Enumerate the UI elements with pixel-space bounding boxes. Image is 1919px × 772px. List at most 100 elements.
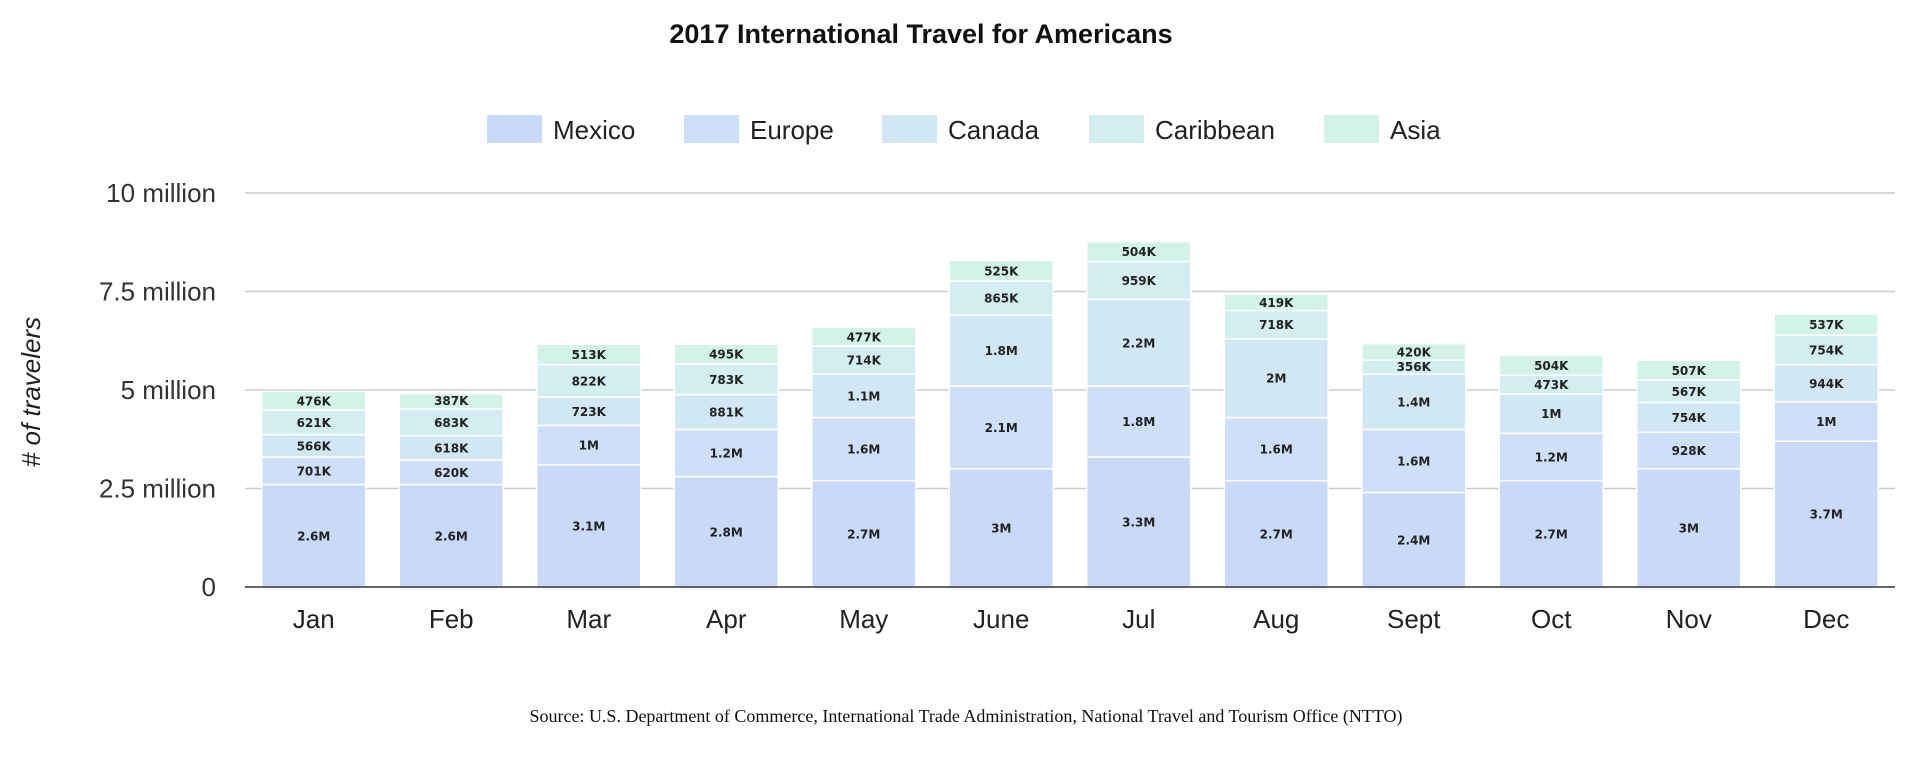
data-label: 2.2M (1122, 336, 1155, 350)
data-label: 1.1M (847, 389, 880, 403)
bar-segment-europe-june (948, 385, 1054, 470)
data-label: 387K (434, 394, 469, 408)
bar-segment-europe-nov (1636, 431, 1742, 470)
data-label: 723K (572, 405, 607, 419)
bar-segment-europe-jul (1086, 385, 1192, 458)
x-tick-label: Jan (293, 604, 335, 634)
bar-segment-asia-mar (536, 343, 642, 366)
data-label: 701K (297, 464, 332, 478)
legend-label: Mexico (553, 115, 635, 145)
data-label: 783K (709, 373, 744, 387)
data-label: 718K (1259, 318, 1294, 332)
y-tick-label: 2.5 million (99, 474, 216, 504)
data-label: 865K (984, 292, 1019, 306)
data-label: 567K (1672, 385, 1707, 399)
y-tick-label: 7.5 million (99, 277, 216, 307)
bar-segment-canada-feb (398, 435, 504, 461)
bar-segment-europe-may (811, 416, 917, 482)
legend-swatch (1089, 115, 1144, 143)
data-label: 754K (1672, 411, 1707, 425)
data-label: 3.7M (1810, 508, 1843, 522)
data-label: 507K (1672, 364, 1707, 378)
data-label: 1.6M (1260, 443, 1293, 457)
data-label: 2.4M (1397, 533, 1430, 547)
bar-segment-europe-dec (1773, 401, 1879, 442)
bar-segment-mexico-dec (1773, 440, 1879, 588)
data-label: 476K (297, 394, 332, 408)
data-label: 3M (991, 521, 1011, 535)
bar-segment-asia-dec (1773, 313, 1879, 336)
x-tick-label: Aug (1253, 604, 1299, 634)
bar-segment-canada-jul (1086, 298, 1192, 387)
bar-segment-asia-jan (261, 390, 367, 411)
bar-segment-mexico-apr (673, 475, 779, 588)
legend: Mexico Europe Canada Caribbean Asia (487, 115, 1441, 145)
data-label: 504K (1534, 359, 1569, 373)
data-label: 495K (709, 348, 744, 362)
data-label: 504K (1122, 245, 1157, 259)
bar-segment-caribbean-dec (1773, 334, 1879, 366)
legend-label: Caribbean (1155, 115, 1275, 145)
bar-segment-asia-sept (1361, 342, 1467, 361)
x-tick-label: Feb (429, 604, 474, 634)
data-label: 2.7M (1535, 527, 1568, 541)
data-label: 1M (1816, 415, 1836, 429)
bar-segment-asia-may (811, 326, 917, 347)
bar-segment-mexico-aug (1223, 479, 1329, 588)
legend-swatch (684, 115, 739, 143)
bar-segment-mexico-feb (398, 483, 504, 588)
bar-segment-mexico-jul (1086, 456, 1192, 588)
data-label: 3.3M (1122, 516, 1155, 530)
data-label: 959K (1122, 274, 1157, 288)
data-label: 1.2M (1535, 451, 1568, 465)
data-label: 714K (847, 354, 882, 368)
data-label: 621K (297, 416, 332, 430)
legend-label: Canada (948, 115, 1040, 145)
data-label: 944K (1809, 377, 1844, 391)
chart-title: 2017 International Travel for Americans (669, 19, 1172, 49)
x-tick-label: May (839, 604, 888, 634)
bar-segment-caribbean-feb (398, 408, 504, 437)
bar-segment-asia-aug (1223, 293, 1329, 312)
bar-segment-asia-feb (398, 392, 504, 410)
data-label: 2.7M (847, 527, 880, 541)
data-label: 477K (847, 330, 882, 344)
bar-segment-canada-june (948, 314, 1054, 387)
bar-segment-asia-june (948, 259, 1054, 282)
x-tick-label: Sept (1387, 604, 1441, 634)
bar-segment-mexico-may (811, 479, 917, 588)
data-label: 537K (1809, 318, 1844, 332)
data-label: 620K (434, 466, 469, 480)
x-tick-label: Nov (1666, 604, 1712, 634)
bar-segment-caribbean-jul (1086, 260, 1192, 301)
bar-segment-caribbean-apr (673, 363, 779, 396)
bar-segment-asia-apr (673, 343, 779, 365)
data-label: 2.7M (1260, 527, 1293, 541)
data-label: 1.8M (1122, 415, 1155, 429)
bar-segment-mexico-nov (1636, 468, 1742, 588)
data-label: 1.6M (847, 443, 880, 457)
bars: 2.6M 701K 566K 621K 476K 2.6M 620K 618K 683K 387K… (261, 240, 1879, 588)
bar-segment-europe-aug (1223, 416, 1329, 482)
data-label: 419K (1259, 296, 1294, 310)
x-axis-ticks: Jan Feb Mar Apr May June Jul Aug Sept Oct Nov Dec (293, 604, 1850, 634)
x-tick-label: Mar (566, 604, 611, 634)
data-label: 1.6M (1397, 454, 1430, 468)
x-tick-label: Apr (706, 604, 747, 634)
data-label: 1.4M (1397, 395, 1430, 409)
legend-swatch (1324, 115, 1379, 143)
source-note: Source: U.S. Department of Commerce, Int… (529, 706, 1402, 727)
data-label: 473K (1534, 378, 1569, 392)
data-label: 754K (1809, 343, 1844, 357)
y-tick-label: 5 million (121, 375, 216, 405)
y-axis-ticks: 0 2.5 million 5 million 7.5 million 10 milli… (99, 178, 216, 602)
bar-segment-canada-dec (1773, 363, 1879, 403)
bar-segment-canada-apr (673, 393, 779, 431)
bar-segment-europe-sept (1361, 428, 1467, 494)
y-tick-label: 0 (202, 572, 216, 602)
bar-segment-caribbean-jan (261, 409, 367, 436)
bar-segment-europe-apr (673, 428, 779, 478)
bar-segment-mexico-june (948, 468, 1054, 588)
bar-segment-canada-may (811, 373, 917, 419)
